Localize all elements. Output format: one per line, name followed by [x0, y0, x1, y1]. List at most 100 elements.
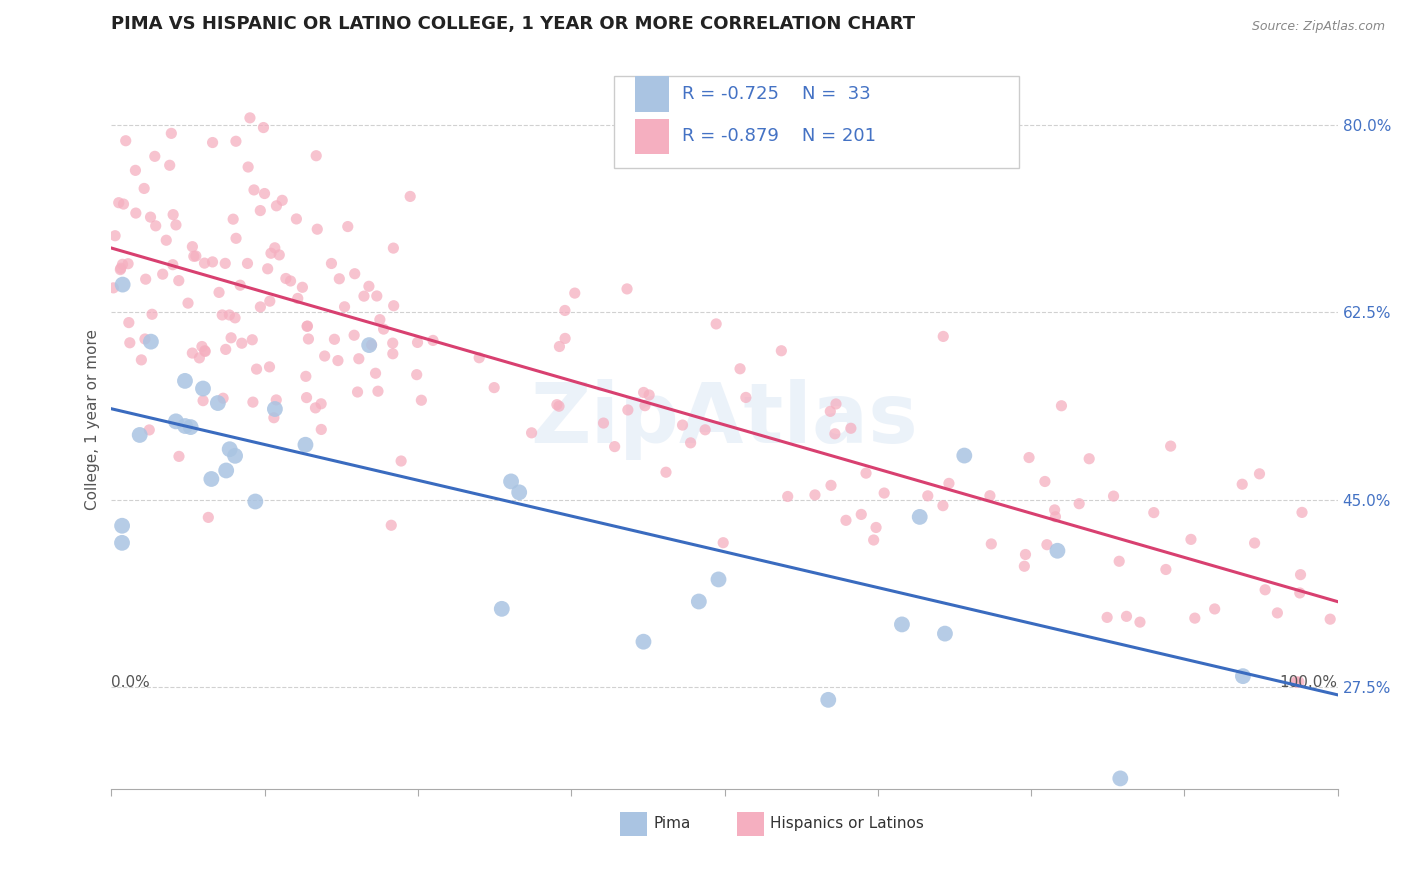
Point [294, 438, 316, 452]
Point [309, 397, 332, 411]
Point [104, 228, 127, 243]
Point [917, 489, 939, 503]
Point [111, 257, 134, 271]
Text: Hispanics or Latinos: Hispanics or Latinos [770, 816, 924, 831]
Text: R = -0.879    N = 201: R = -0.879 N = 201 [682, 128, 876, 145]
Point [218, 308, 240, 322]
Point [554, 331, 576, 345]
Point [304, 401, 326, 415]
Point [162, 258, 184, 272]
Point [110, 262, 132, 277]
Point [191, 339, 214, 353]
Point [1108, 554, 1130, 568]
Point [167, 274, 190, 288]
Point [259, 359, 281, 374]
Point [240, 333, 263, 347]
Point [1036, 538, 1059, 552]
Point [321, 256, 343, 270]
Point [295, 369, 318, 384]
Point [184, 249, 207, 263]
Point [825, 397, 848, 411]
Point [138, 423, 160, 437]
Point [174, 419, 197, 434]
Point [1249, 467, 1271, 481]
Point [271, 194, 294, 208]
Point [333, 300, 356, 314]
Point [1288, 586, 1310, 600]
Point [224, 449, 246, 463]
Point [162, 208, 184, 222]
Point [139, 210, 162, 224]
Bar [620, 812, 647, 836]
Point [688, 594, 710, 608]
Point [381, 336, 404, 351]
Point [776, 490, 799, 504]
Point [307, 222, 329, 236]
Point [266, 199, 288, 213]
Point [323, 332, 346, 346]
Point [382, 299, 405, 313]
Point [114, 134, 136, 148]
Point [295, 319, 318, 334]
Point [191, 382, 214, 396]
Point [326, 353, 349, 368]
Text: ZipAtlas: ZipAtlas [530, 379, 918, 460]
Point [1078, 451, 1101, 466]
Point [336, 219, 359, 234]
Point [343, 267, 366, 281]
Point [264, 392, 287, 407]
Point [360, 338, 382, 352]
Point [215, 463, 238, 477]
Point [165, 218, 187, 232]
Point [734, 391, 756, 405]
Point [208, 285, 231, 300]
Point [873, 486, 896, 500]
Point [236, 256, 259, 270]
Point [297, 319, 319, 334]
Point [367, 384, 389, 399]
Point [155, 233, 177, 247]
Point [638, 388, 661, 402]
Point [269, 248, 291, 262]
Point [197, 510, 219, 524]
Bar [636, 119, 669, 154]
Point [1284, 675, 1306, 690]
Point [711, 535, 734, 549]
Point [239, 111, 262, 125]
Text: PIMA VS HISPANIC OR LATINO COLLEGE, 1 YEAR OR MORE CORRELATION CHART: PIMA VS HISPANIC OR LATINO COLLEGE, 1 YE… [111, 15, 915, 33]
Point [564, 286, 586, 301]
Point [508, 485, 530, 500]
Point [1254, 582, 1277, 597]
Point [1014, 548, 1036, 562]
Point [908, 509, 931, 524]
Point [1045, 509, 1067, 524]
Point [188, 351, 211, 365]
Point [953, 449, 976, 463]
Point [249, 300, 271, 314]
Point [280, 274, 302, 288]
Point [346, 384, 368, 399]
Point [679, 435, 702, 450]
Point [932, 329, 955, 343]
Point [824, 426, 846, 441]
Point [359, 338, 381, 352]
Point [211, 308, 233, 322]
Point [671, 418, 693, 433]
Point [181, 346, 204, 360]
Point [1018, 450, 1040, 465]
Point [103, 281, 125, 295]
Point [851, 508, 873, 522]
Point [259, 294, 281, 309]
Point [422, 334, 444, 348]
Point [264, 402, 287, 417]
Point [183, 249, 205, 263]
Point [252, 120, 274, 135]
Point [243, 183, 266, 197]
Point [143, 149, 166, 163]
Point [145, 219, 167, 233]
Point [804, 488, 827, 502]
Point [1095, 610, 1118, 624]
Point [655, 465, 678, 479]
Point [256, 261, 278, 276]
Point [1102, 489, 1125, 503]
